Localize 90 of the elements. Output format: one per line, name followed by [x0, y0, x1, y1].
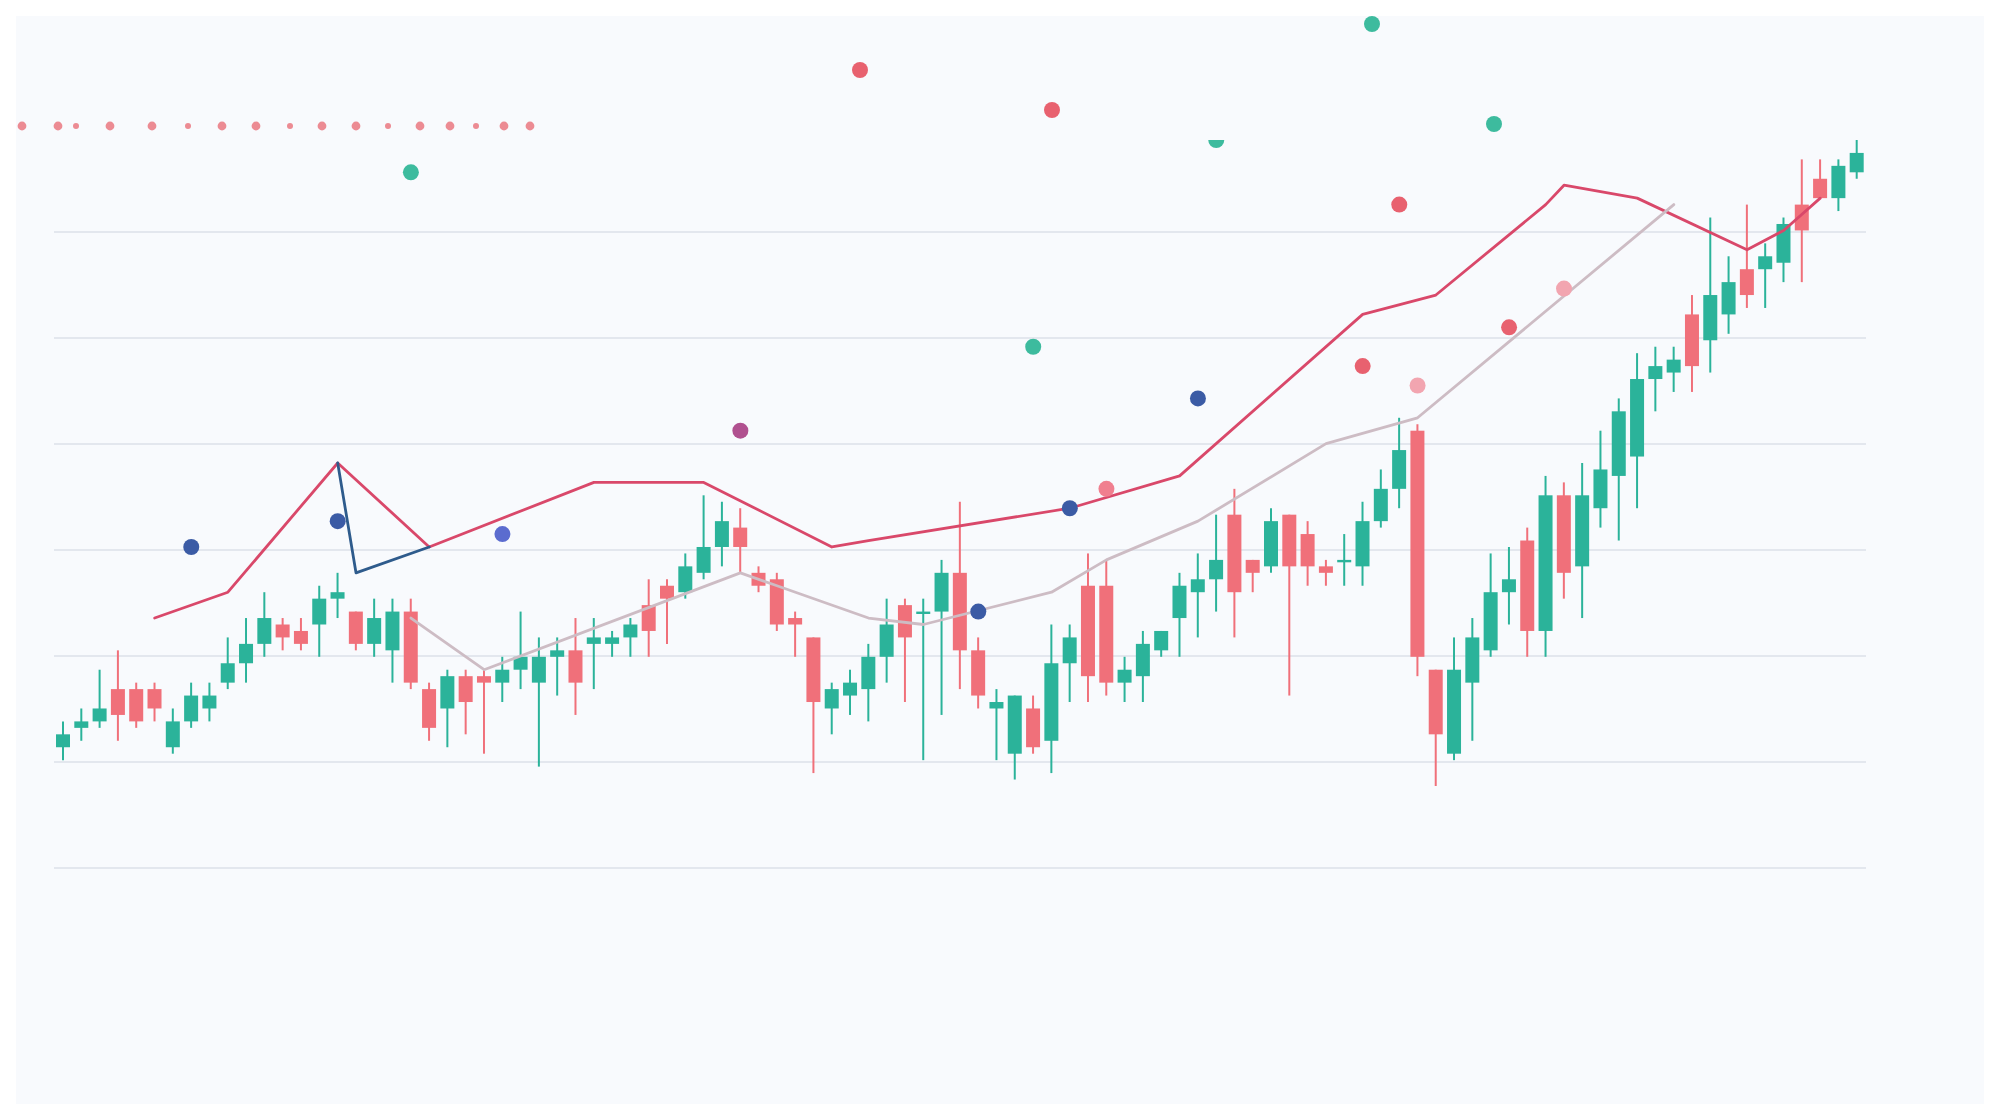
candlestick — [1831, 158, 1846, 213]
candlestick — [641, 578, 656, 658]
candlestick — [769, 571, 784, 632]
candlestick — [1392, 416, 1407, 510]
candlestick — [586, 617, 601, 691]
candlestick — [1776, 216, 1791, 284]
candlestick — [660, 578, 674, 645]
candlestick — [293, 617, 308, 652]
candlestick — [184, 681, 199, 729]
candlestick — [733, 507, 748, 574]
candlestick — [458, 668, 473, 736]
candlestick — [92, 668, 107, 729]
point — [1189, 390, 1206, 407]
candlestick — [897, 597, 912, 704]
candlestick — [1758, 242, 1773, 309]
candlestick — [1703, 216, 1718, 374]
candlestick — [1154, 629, 1169, 658]
candlestick — [202, 681, 217, 723]
candlestick — [56, 720, 70, 762]
point — [402, 164, 419, 181]
candlestick — [696, 494, 711, 581]
candlestick — [879, 597, 894, 684]
candlestick — [971, 636, 986, 710]
point — [494, 526, 511, 543]
candlestick — [440, 668, 455, 749]
candlestick — [513, 610, 528, 691]
point — [732, 422, 749, 439]
candlestick — [678, 552, 693, 600]
candlestick — [934, 558, 949, 716]
candlestick — [129, 681, 144, 729]
candlestick — [1501, 545, 1516, 626]
candlestick — [1190, 552, 1205, 639]
candlestick — [1172, 571, 1187, 658]
candlestick — [74, 707, 89, 742]
candlestick — [788, 610, 803, 658]
candlestick — [1026, 694, 1041, 755]
candlestick — [257, 591, 272, 658]
candlestick — [1373, 468, 1388, 529]
point — [183, 538, 200, 555]
candlestick — [1117, 655, 1132, 704]
point — [329, 513, 346, 530]
candlestick — [239, 617, 254, 684]
candlestick — [110, 649, 125, 742]
point — [1098, 480, 1115, 497]
point — [1025, 338, 1042, 355]
candlestick — [312, 584, 327, 658]
candlestick — [1355, 500, 1370, 587]
point — [1061, 500, 1078, 517]
point — [1501, 319, 1518, 336]
candlestick — [1062, 623, 1077, 704]
point — [970, 603, 987, 620]
candlestick — [147, 681, 162, 723]
candlestick — [1300, 520, 1315, 587]
candlestick — [348, 610, 363, 652]
candlestick — [1739, 203, 1754, 309]
candlestick — [330, 571, 345, 620]
candlestick — [1245, 558, 1260, 594]
candlestick — [1209, 513, 1224, 613]
candlestick — [275, 617, 290, 652]
candlestick — [1721, 255, 1736, 335]
candlestick — [1849, 140, 1864, 180]
candlestick — [843, 668, 858, 716]
candlestick — [1593, 429, 1608, 529]
candlestick — [623, 617, 638, 658]
point — [1354, 358, 1371, 375]
candlestick — [531, 636, 546, 768]
candlestick — [1813, 158, 1828, 200]
point — [1556, 280, 1572, 297]
candlestick — [1135, 629, 1150, 704]
point — [1409, 377, 1426, 394]
candlestick — [1318, 558, 1333, 587]
candlestick — [714, 500, 729, 568]
candlestick — [1264, 507, 1278, 574]
candlestick — [165, 707, 180, 755]
candlestick — [861, 642, 876, 723]
candlestick — [605, 629, 620, 658]
candlestick — [476, 668, 491, 755]
candlestick — [568, 617, 583, 716]
candlestick — [550, 636, 565, 697]
candlestick — [989, 688, 1004, 762]
candlestick — [385, 597, 400, 684]
candlestick — [495, 655, 510, 704]
candlestick — [1465, 617, 1480, 742]
candlestick — [220, 636, 235, 691]
point — [1391, 196, 1408, 213]
candlestick — [824, 681, 839, 736]
candlestick — [1648, 345, 1663, 413]
candlestick — [422, 681, 437, 742]
candlestick — [1666, 345, 1681, 393]
candlestick — [367, 597, 382, 658]
